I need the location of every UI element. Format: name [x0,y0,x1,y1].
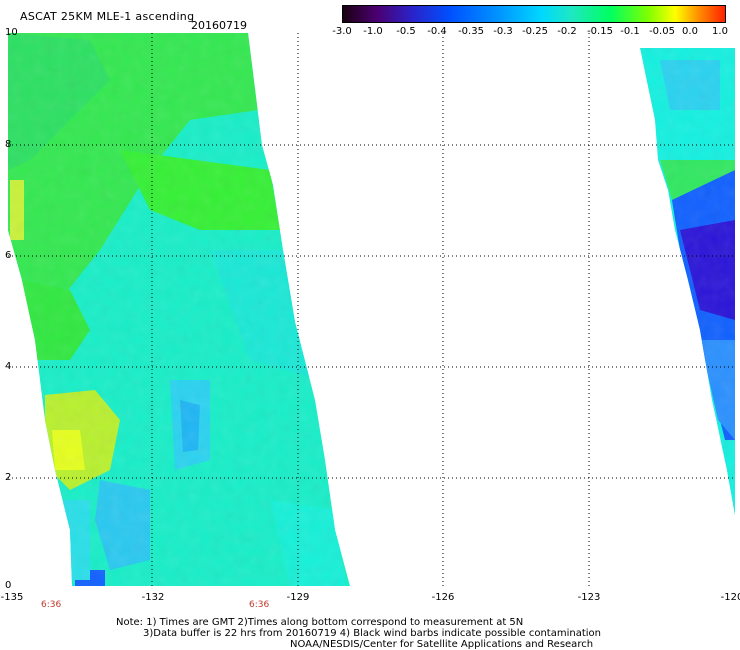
colorbar-label: -0.35 [458,26,484,37]
map-grid [8,33,735,586]
lat-label: 0 [5,580,12,591]
lon-label: -120 [720,592,740,603]
time-label: 6:36 [41,600,62,610]
lon-label: -126 [431,592,455,603]
footer-note-1: Note: 1) Times are GMT 2)Times along bot… [116,617,524,628]
colorbar-label: -0.25 [522,26,548,37]
colorbar [342,5,726,23]
colorbar-label: -1.0 [363,26,383,37]
left-swath [8,33,350,586]
colorbar-label: -0.4 [427,26,447,37]
map-date: 20160719 [191,19,247,32]
colorbar-label: -0.2 [557,26,577,37]
footer-note-2: 3)Data buffer is 22 hrs from 20160719 4)… [143,628,601,639]
lat-label: 6 [5,250,12,261]
footer-credit: NOAA/NESDIS/Center for Satellite Applica… [290,639,594,650]
lon-label: -129 [286,592,310,603]
lat-label: 4 [5,361,12,372]
colorbar-label: 0.0 [682,26,698,37]
colorbar-label: -0.1 [620,26,640,37]
colorbar-label: -0.15 [587,26,613,37]
colorbar-label: -0.5 [396,26,416,37]
colorbar-label: -3.0 [332,26,352,37]
lat-label: 8 [5,139,12,150]
colorbar-label: -0.05 [649,26,675,37]
time-label: 6:36 [249,600,270,610]
lat-label: 10 [5,27,18,38]
lon-label: -135 [0,592,24,603]
lon-label: -123 [577,592,601,603]
lat-label: 2 [5,472,12,483]
map-title: ASCAT 25KM MLE-1 ascending [20,10,195,23]
colorbar-label: -0.3 [493,26,513,37]
right-swath [640,48,735,515]
lon-label: -132 [141,592,165,603]
colorbar-label: 1.0 [712,26,728,37]
